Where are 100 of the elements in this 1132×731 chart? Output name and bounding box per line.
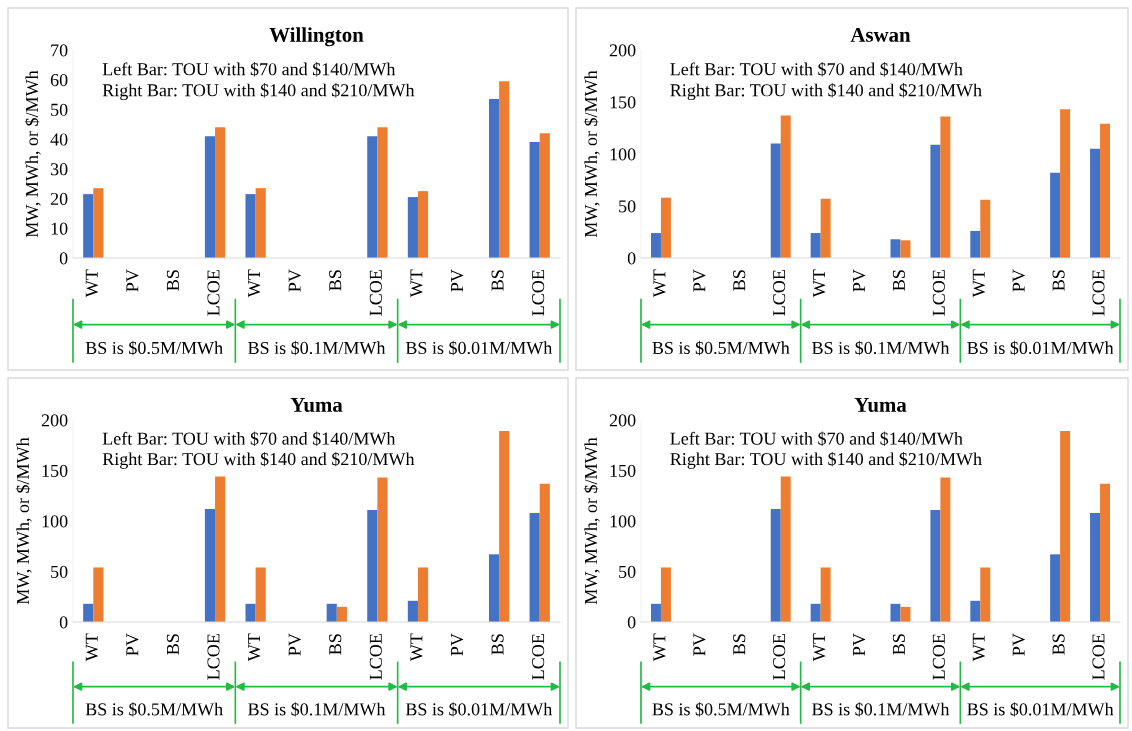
bar	[83, 194, 94, 258]
bar	[417, 567, 429, 622]
y-tick-label: 50	[51, 565, 68, 578]
bar	[770, 508, 781, 622]
y-tick-label: 150	[42, 464, 68, 477]
x-tick-label: PV	[126, 633, 139, 656]
x-tick-label: BS	[491, 270, 504, 291]
x-tick-label: LCOE	[369, 634, 382, 680]
text: BS is $0.01M/MWh	[967, 340, 1114, 356]
bar	[93, 567, 104, 622]
bar	[245, 603, 256, 622]
y-tick-label: 0	[59, 616, 68, 629]
y-tick-label: 0	[627, 252, 636, 265]
y-tick-label: 150	[610, 96, 636, 109]
x-tick-label: LCOE	[1092, 270, 1105, 316]
x-tick-label: WT	[248, 633, 261, 662]
text: BS is $0.01M/MWh	[967, 702, 1114, 717]
x-tick-label: PV	[288, 633, 301, 656]
bar	[539, 483, 550, 622]
bar	[215, 476, 226, 622]
x-tick-label: BS	[733, 634, 746, 655]
x-tick-label: BS	[329, 270, 342, 291]
bar	[367, 136, 378, 258]
bar	[255, 567, 266, 622]
text: BS is $0.1M/MWh	[248, 340, 386, 356]
annotation: Left Bar: TOU with $70 and $140/MWh	[102, 62, 396, 77]
x-tick-label: WT	[972, 269, 985, 298]
x-tick-label: BS	[329, 634, 342, 655]
x-tick-label: LCOE	[532, 270, 545, 316]
bar	[1050, 172, 1061, 258]
x-tick-label: PV	[693, 269, 706, 292]
bar	[215, 127, 226, 258]
y-tick-label: 200	[609, 44, 636, 57]
x-tick-label: LCOE	[773, 634, 786, 680]
text: BS is $0.1M/MWh	[812, 702, 950, 717]
bar	[499, 431, 510, 622]
x-tick-label: WT	[85, 633, 98, 662]
y-tick-label: 10	[51, 222, 68, 235]
bar	[660, 197, 671, 258]
x-tick-label: PV	[126, 269, 139, 292]
x-tick-label: PV	[853, 633, 866, 656]
text: BS is $0.5M/MWh	[85, 702, 223, 717]
x-tick-label: LCOE	[773, 270, 786, 316]
bar	[810, 233, 821, 258]
text: BS is $0.5M/MWh	[652, 702, 790, 717]
y-axis-title: MW, MWh, or $/MWh	[15, 437, 32, 605]
bar	[377, 477, 388, 622]
bar	[890, 239, 901, 258]
bar	[980, 199, 991, 258]
bar	[1100, 123, 1111, 258]
bar	[488, 554, 500, 622]
bar	[820, 198, 831, 258]
x-tick-label: WT	[813, 269, 826, 298]
y-tick-label: 40	[50, 133, 68, 146]
y-tick-label: 200	[41, 414, 68, 427]
bar	[539, 133, 550, 258]
bar	[326, 603, 337, 622]
bar	[407, 600, 418, 622]
y-tick-label: 50	[619, 565, 636, 578]
bar	[770, 143, 781, 258]
bar	[780, 115, 791, 258]
bar	[970, 600, 981, 622]
bar	[1090, 148, 1101, 258]
x-tick-label: BS	[892, 634, 905, 655]
bar	[1060, 109, 1071, 258]
x-tick-label: LCOE	[369, 270, 382, 316]
x-tick-label: WT	[653, 269, 666, 298]
x-tick-label: WT	[85, 269, 98, 298]
bar	[900, 240, 911, 258]
x-tick-label: BS	[1052, 270, 1065, 291]
y-tick-label: 200	[609, 414, 636, 427]
bar	[900, 606, 911, 622]
bar	[970, 230, 981, 258]
bar	[255, 188, 266, 258]
annotation: Left Bar: TOU with $70 and $140/MWh	[670, 62, 963, 77]
bar	[204, 136, 216, 258]
bar	[780, 476, 791, 622]
y-tick-label: 60	[50, 73, 68, 87]
text: BS is $0.01M/MWh	[405, 702, 553, 717]
x-tick-label: WT	[410, 633, 423, 662]
chart-title: Yuma	[290, 398, 343, 412]
bar	[488, 99, 500, 258]
x-tick-label: LCOE	[207, 270, 220, 316]
x-tick-label: WT	[410, 269, 423, 298]
x-tick-label: BS	[166, 634, 179, 655]
annotation: Left Bar: TOU with $70 and $140/MWh	[102, 431, 396, 446]
bar	[1060, 431, 1071, 622]
x-tick-label: BS	[892, 270, 905, 291]
text: BS is $0.1M/MWh	[248, 702, 386, 717]
y-axis-title: MW, MWh, or $/MWh	[583, 70, 600, 238]
x-tick-label: LCOE	[207, 634, 220, 680]
chart-title: Yuma	[854, 398, 907, 412]
x-tick-label: WT	[813, 633, 826, 662]
bar	[660, 567, 671, 622]
bar	[890, 603, 901, 622]
annotation: Right Bar: TOU with $140 and $210/MWh	[670, 451, 982, 469]
bar	[930, 509, 941, 622]
x-tick-label: PV	[288, 269, 301, 292]
bar	[377, 127, 388, 258]
y-tick-label: 70	[51, 44, 68, 57]
